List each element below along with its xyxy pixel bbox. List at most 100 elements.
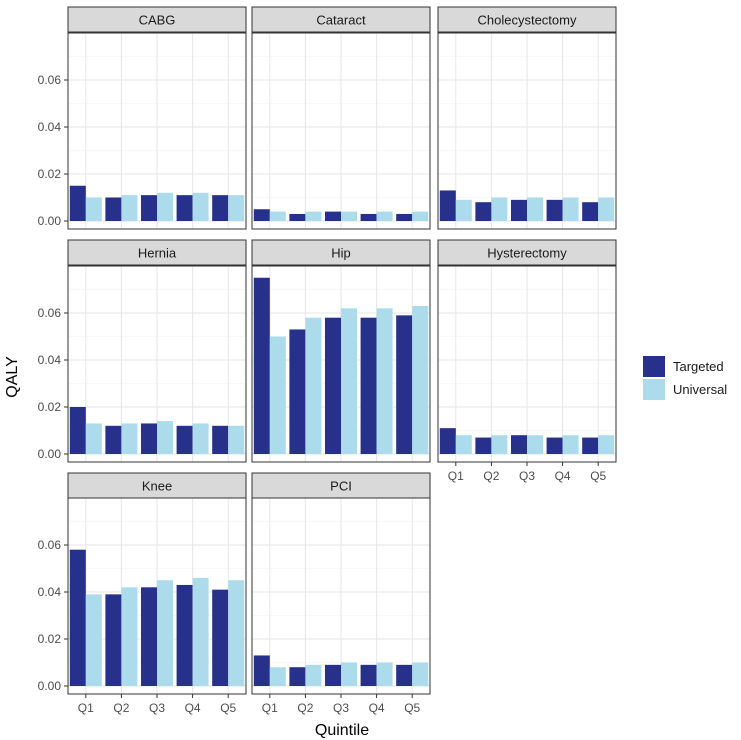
y-tick-label: 0.04 <box>38 585 62 599</box>
bar-targeted <box>69 407 86 454</box>
bar-targeted <box>396 213 413 221</box>
axis-layer: 0.00 0.02 0.04 0.06 0.00 0.02 0.04 0.06 Q1 Q2 Q3 Q4… <box>38 73 607 715</box>
y-tick-label: 0.00 <box>38 214 62 228</box>
bar-universal <box>341 662 358 686</box>
bar-universal <box>491 197 508 221</box>
y-tick-label: 0.02 <box>38 400 62 414</box>
facet-panel: Hysterectomy <box>437 239 617 463</box>
bar-targeted <box>546 199 563 221</box>
bar-targeted <box>324 317 341 454</box>
bar-universal <box>562 197 579 221</box>
panels-layer: CABG Cataract Cholecystectomy Hernia Hip Hyst… <box>67 6 617 695</box>
bar-targeted <box>105 197 122 221</box>
bar-universal <box>192 192 209 221</box>
bar-universal <box>85 594 102 686</box>
bar-targeted <box>176 584 193 686</box>
facet-panel: CABG <box>67 6 247 230</box>
facet-strip <box>67 6 247 33</box>
bar-targeted <box>360 664 377 686</box>
bar-universal <box>157 192 174 221</box>
bar-universal <box>121 423 138 454</box>
bar-targeted <box>105 425 122 454</box>
bar-targeted <box>253 209 270 221</box>
facet-strip <box>67 239 247 266</box>
bar-targeted <box>324 664 341 686</box>
bar-targeted <box>253 655 270 686</box>
legend-label: Universal <box>673 382 727 397</box>
bar-targeted <box>475 202 492 221</box>
bar-universal <box>305 317 322 454</box>
bar-universal <box>121 587 138 686</box>
facet-panel: Hernia <box>67 239 247 463</box>
x-tick-label: Q1 <box>262 701 278 715</box>
bar-targeted <box>289 213 306 221</box>
bar-targeted <box>360 317 377 454</box>
x-tick-label: Q2 <box>297 701 313 715</box>
bar-universal <box>376 662 393 686</box>
facet-strip-label: Cholecystectomy <box>478 13 577 28</box>
x-tick-label: Q2 <box>113 701 129 715</box>
bar-targeted <box>176 425 193 454</box>
legend-swatch <box>643 379 665 400</box>
bar-universal <box>269 211 286 221</box>
bar-universal <box>341 211 358 221</box>
bar-universal <box>121 195 138 221</box>
bar-universal <box>192 577 209 686</box>
bar-universal <box>527 197 544 221</box>
x-tick-label: Q3 <box>149 701 165 715</box>
facet-panel: PCI <box>251 472 431 695</box>
bar-targeted <box>289 667 306 686</box>
legend-swatch <box>643 356 665 377</box>
x-tick-label: Q1 <box>78 701 94 715</box>
bar-universal <box>85 423 102 454</box>
y-tick-label: 0.02 <box>38 167 62 181</box>
bar-universal <box>412 305 429 454</box>
facet-panel: Hip <box>251 239 431 463</box>
facet-panel: Knee <box>67 472 247 695</box>
panel-border <box>251 265 431 463</box>
bar-universal <box>85 197 102 221</box>
x-tick-label: Q4 <box>185 701 201 715</box>
y-tick-label: 0.04 <box>38 120 62 134</box>
y-tick-label: 0.06 <box>38 306 62 320</box>
x-tick-label: Q3 <box>519 469 535 483</box>
x-tick-label: Q4 <box>369 701 385 715</box>
bar-targeted <box>176 195 193 221</box>
panel-border <box>251 32 431 230</box>
facet-strip-label: Hernia <box>138 246 177 261</box>
bar-universal <box>228 195 245 221</box>
bar-targeted <box>396 315 413 454</box>
bar-targeted <box>69 185 86 221</box>
bar-targeted <box>360 213 377 221</box>
bar-universal <box>228 425 245 454</box>
facet-panel: Cataract <box>251 6 431 230</box>
y-axis-title: QALY <box>4 356 21 398</box>
bar-universal <box>269 336 286 454</box>
panel-border <box>67 265 247 463</box>
bar-universal <box>412 662 429 686</box>
bar-universal <box>157 421 174 454</box>
facet-strip-label: Cataract <box>316 13 366 28</box>
x-tick-label: Q5 <box>220 701 236 715</box>
bar-targeted <box>253 277 270 454</box>
bar-universal <box>455 199 472 221</box>
bar-universal <box>412 211 429 221</box>
legend-label: Targeted <box>673 359 724 374</box>
facet-strip <box>437 239 617 266</box>
bar-universal <box>305 664 322 686</box>
bar-targeted <box>510 199 527 221</box>
bar-universal <box>305 211 322 221</box>
bar-targeted <box>140 587 157 686</box>
x-tick-label: Q5 <box>404 701 420 715</box>
bar-targeted <box>582 437 599 454</box>
y-tick-label: 0.00 <box>38 679 62 693</box>
bar-universal <box>598 435 615 454</box>
bar-targeted <box>105 594 122 686</box>
x-tick-label: Q5 <box>590 469 606 483</box>
facet-strip-label: CABG <box>139 13 176 28</box>
facet-strip <box>251 6 431 33</box>
bar-universal <box>157 580 174 686</box>
bar-universal <box>228 580 245 686</box>
x-tick-label: Q4 <box>555 469 571 483</box>
